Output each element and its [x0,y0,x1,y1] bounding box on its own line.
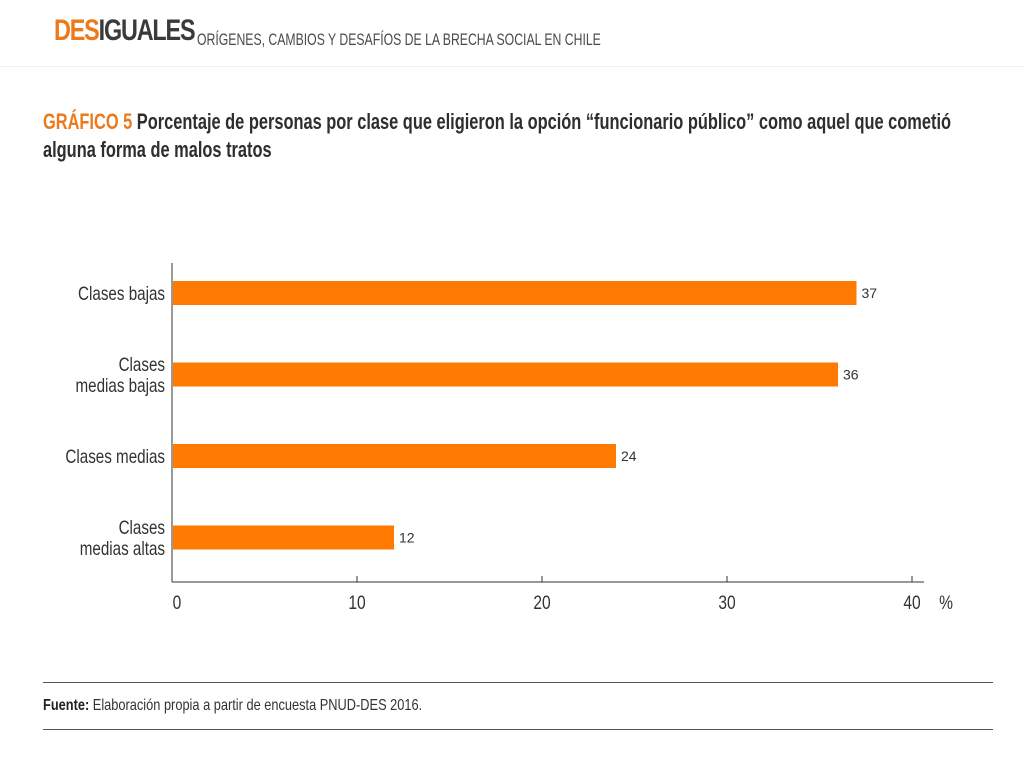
brand-logo: DESIGUALES [54,14,196,48]
bar [173,362,838,387]
source-note: Fuente: Elaboración propia a partir de e… [43,697,422,715]
bar [173,525,394,550]
data-label: 37 [862,285,878,301]
source-top-rule [43,682,993,683]
chart-bars [173,281,857,550]
bar [173,281,857,305]
chart-title-text: Porcentaje de personas por clase que eli… [43,109,952,162]
chart-number: GRÁFICO 5 [43,109,133,134]
brand-accent: DES [54,14,100,47]
brand-rest: IGUALES [98,14,196,47]
chart-axes: 0 10 20 30 40% [171,263,953,614]
x-tick-label: 40 [903,592,920,614]
report-header: DESIGUALES ORÍGENES, CAMBIOS Y DESAFÍOS … [0,0,1024,67]
source-text: Elaboración propia a partir de encuesta … [89,697,423,714]
category-label: Clases bajas [78,282,165,304]
x-tick-label: 20 [533,592,550,614]
chart-title: GRÁFICO 5 Porcentaje de personas por cla… [43,108,967,164]
category-label: medias bajas [76,374,165,396]
bar [173,444,616,468]
category-label: Clases [119,353,165,375]
x-unit-label: % [939,592,953,614]
report-subtitle: ORÍGENES, CAMBIOS Y DESAFÍOS DE LA BRECH… [197,30,601,49]
x-tick-label: 30 [718,592,735,614]
source-label: Fuente: [43,697,90,714]
source-bottom-rule [43,729,993,730]
x-tick-label: 0 [173,592,182,614]
category-label: medias altas [80,537,165,559]
data-label: 36 [843,367,859,383]
data-label: 24 [621,448,637,464]
category-label: Clases [119,516,165,538]
category-label: Clases medias [65,445,165,467]
data-label: 12 [399,530,415,546]
x-tick-label: 10 [348,592,365,614]
